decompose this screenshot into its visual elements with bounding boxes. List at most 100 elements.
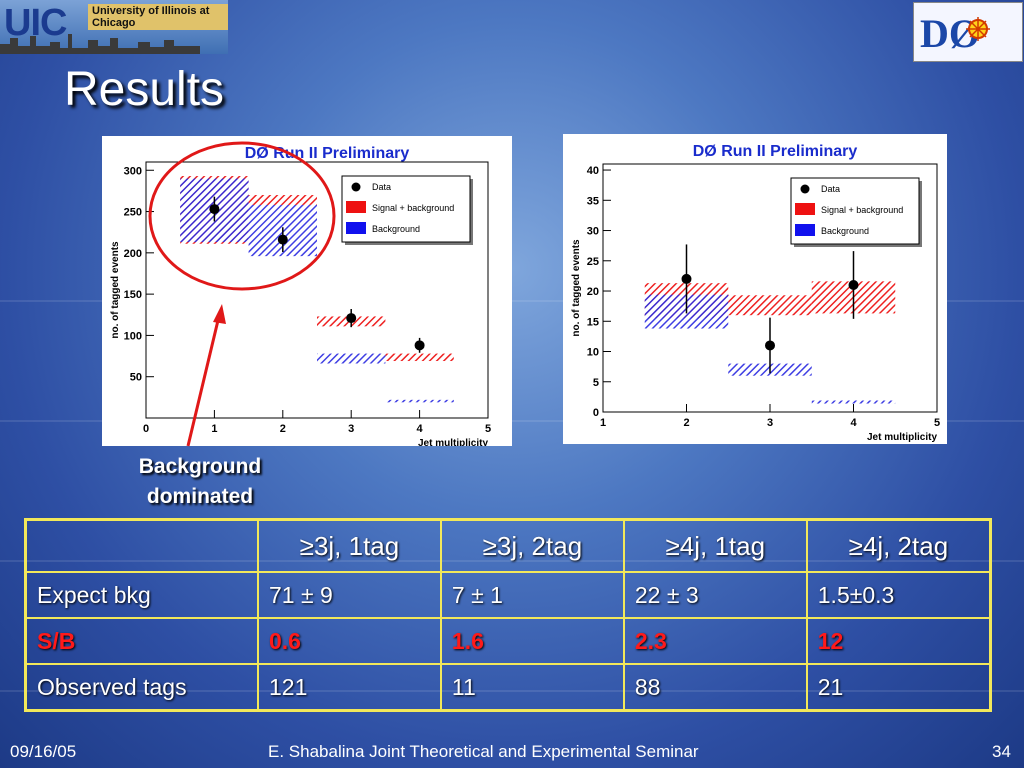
- signal-background-band: [728, 295, 812, 316]
- left-chart-svg: DØ Run II Preliminary 50 100 150 200 250 300 0 1…: [110, 145, 491, 449]
- table-cell: 71 ± 9: [257, 571, 442, 619]
- y-tick-label: 15: [587, 316, 599, 328]
- right-plot: DØ Run II Preliminary 0 5 10 15 20 25 30 35 40 1 2 3…: [563, 134, 947, 444]
- page-title: Results: [64, 63, 225, 116]
- data-point: [848, 279, 859, 290]
- x-tick-label: 1: [211, 423, 217, 435]
- table-row: S/B 0.6 1.6 2.3 12: [24, 617, 992, 665]
- x-axis-label: Jet multiplicity: [867, 432, 937, 443]
- y-tick-label: 30: [587, 226, 599, 238]
- y-tick-label: 200: [124, 248, 142, 260]
- y-tick-label: 20: [587, 286, 599, 298]
- legend-signal-swatch: [795, 203, 815, 215]
- x-tick-label: 5: [485, 423, 491, 435]
- y-tick-label: 35: [587, 195, 599, 207]
- legend-signal-swatch: [346, 201, 366, 213]
- y-tick-label: 0: [593, 407, 599, 419]
- signal-background-band: [385, 353, 454, 362]
- results-table: ≥3j, 1tag ≥3j, 2tag ≥4j, 1tag ≥4j, 2tag …: [24, 518, 992, 712]
- table-header-cell: ≥4j, 2tag: [805, 518, 992, 573]
- table-header-cell: ≥3j, 2tag: [439, 518, 625, 573]
- x-tick-label: 4: [417, 423, 424, 435]
- data-point: [765, 340, 775, 351]
- footer-date: 09/16/05: [10, 742, 77, 761]
- y-tick-label: 300: [124, 165, 142, 177]
- y-tick-label: 100: [124, 330, 142, 342]
- legend-data-marker: [800, 184, 810, 194]
- plot-frame: [145, 161, 489, 419]
- highlight-ellipse: [148, 141, 336, 291]
- data-point: [346, 313, 357, 324]
- background-band: [811, 400, 896, 404]
- signal-background-band: [248, 195, 317, 205]
- data-point: [277, 234, 288, 245]
- annotation-arrow: [186, 311, 222, 447]
- annotation-line-2: dominated: [146, 485, 254, 508]
- data-point: [414, 340, 425, 351]
- background-band: [317, 353, 386, 364]
- legend-entry: Data: [821, 184, 840, 194]
- table-cell: 12: [805, 617, 992, 665]
- x-tick-label: 2: [280, 423, 286, 435]
- y-axis-label: no. of tagged events: [571, 239, 582, 337]
- table-cell: 1.6: [439, 617, 625, 665]
- table-cell: 21: [805, 663, 992, 712]
- legend-entry: Background: [372, 224, 420, 234]
- skyline-icon: [0, 34, 200, 54]
- y-tick-label: 50: [130, 372, 142, 384]
- table-cell: 1.5±0.3: [805, 571, 992, 619]
- table-cell: Expect bkg: [24, 571, 259, 619]
- legend-entry: Signal + background: [372, 203, 454, 213]
- table-header-cell: [24, 518, 259, 573]
- table-cell: S/B: [24, 617, 259, 665]
- footer-page-number: 34: [992, 742, 1011, 761]
- y-tick-label: 25: [587, 256, 599, 268]
- x-tick-label: 1: [600, 417, 606, 429]
- x-tick-label: 3: [767, 417, 773, 429]
- legend-entry: Data: [372, 182, 391, 192]
- x-tick-label: 4: [850, 417, 857, 429]
- data-point: [209, 204, 220, 215]
- y-axis-label: no. of tagged events: [110, 241, 121, 339]
- table-cell: Observed tags: [24, 663, 259, 712]
- chart-title: DØ Run II Preliminary: [693, 143, 858, 160]
- uic-logo-subtitle: University of Illinois at Chicago: [88, 4, 228, 30]
- table-cell: 0.6: [257, 617, 442, 665]
- legend-entry: Background: [821, 226, 869, 236]
- table-cell: 88: [622, 663, 808, 712]
- d0-logo-icon: DØ: [920, 11, 990, 56]
- x-axis-label: Jet multiplicity: [418, 438, 488, 446]
- footer-title: E. Shabalina Joint Theoretical and Exper…: [268, 742, 699, 761]
- table-header-row: ≥3j, 1tag ≥3j, 2tag ≥4j, 1tag ≥4j, 2tag: [24, 518, 992, 573]
- annotation-label: Background dominated: [110, 452, 290, 512]
- y-tick-label: 10: [587, 347, 599, 359]
- x-tick-label: 0: [143, 423, 149, 435]
- y-tick-label: 40: [587, 165, 599, 177]
- table-header-cell: ≥3j, 1tag: [257, 518, 442, 573]
- table-header-cell: ≥4j, 1tag: [622, 518, 808, 573]
- y-tick-label: 5: [593, 377, 599, 389]
- table-row: Expect bkg 71 ± 9 7 ± 1 22 ± 3 1.5±0.3: [24, 571, 992, 619]
- table-cell: 121: [257, 663, 442, 712]
- table-cell: 11: [439, 663, 625, 712]
- d0-logo: DØ: [913, 2, 1023, 62]
- y-tick-label: 250: [124, 207, 142, 219]
- legend-background-swatch: [795, 224, 815, 236]
- y-tick-label: 150: [124, 289, 142, 301]
- x-tick-label: 3: [348, 423, 354, 435]
- table-cell: 22 ± 3: [622, 571, 808, 619]
- left-plot: DØ Run II Preliminary 50 100 150 200 250 300 0 1…: [102, 136, 512, 449]
- data-point: [681, 273, 692, 284]
- uic-logo: UIC University of Illinois at Chicago: [0, 0, 228, 54]
- background-band: [385, 399, 454, 403]
- annotation-arrowhead: [213, 304, 226, 324]
- legend-entry: Signal + background: [821, 205, 903, 215]
- x-tick-label: 5: [934, 417, 940, 429]
- chart-title: DØ Run II Preliminary: [245, 145, 410, 162]
- annotation-line-1: Background: [138, 455, 262, 478]
- x-tick-label: 2: [683, 417, 689, 429]
- legend-background-swatch: [346, 222, 366, 234]
- table-row: Observed tags 121 11 88 21: [24, 663, 992, 712]
